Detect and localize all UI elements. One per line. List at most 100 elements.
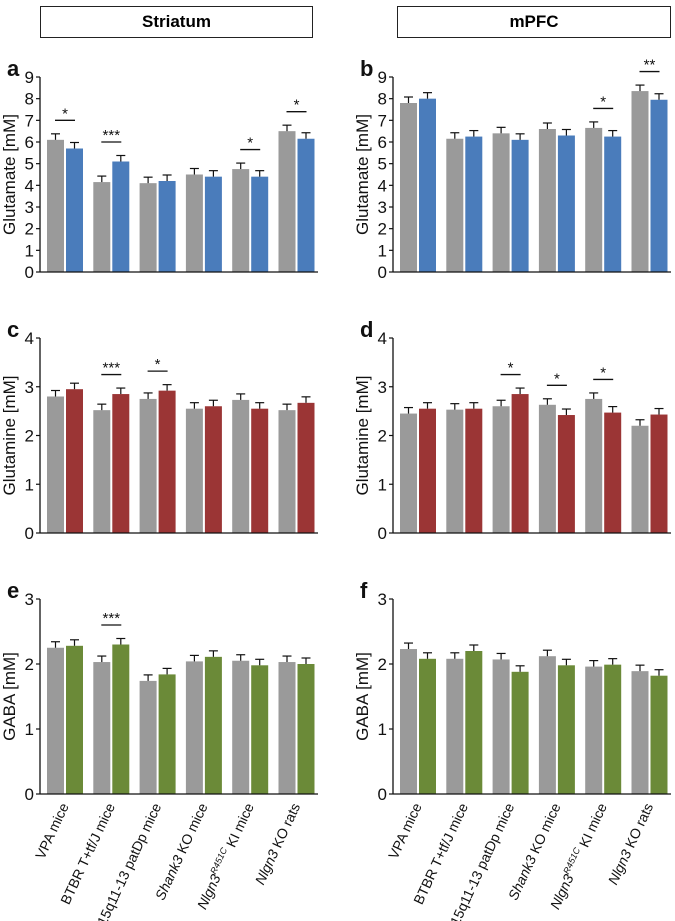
bar-model (297, 402, 315, 533)
category-label-text: KO rats (267, 801, 303, 854)
bar-model (204, 406, 222, 533)
bar-model (557, 135, 575, 272)
category-label-text: KI mice (221, 800, 257, 853)
bar-model (511, 139, 529, 272)
bar-control (47, 139, 64, 272)
bar-model (158, 390, 176, 533)
bar-control (400, 103, 417, 272)
bar-control (538, 404, 556, 533)
category-label: VPA mice (385, 800, 425, 861)
y-axis-label: GABA [mM] (0, 652, 19, 741)
y-tick-label: 8 (25, 90, 34, 109)
significance-stars: *** (103, 610, 121, 627)
bar-control (631, 671, 649, 794)
bar-control (232, 169, 250, 272)
bar-model (557, 665, 575, 794)
y-tick-label: 3 (25, 198, 34, 217)
y-tick-label: 8 (378, 90, 387, 109)
category-label-text: VPA mice (32, 800, 72, 861)
y-tick-label: 2 (378, 220, 387, 239)
bar-model (251, 665, 269, 794)
category-label: VPA mice (32, 800, 72, 861)
category-label: Nlgn3 KO rats (605, 801, 657, 887)
significance-stars: * (600, 364, 606, 381)
bar-control (139, 398, 157, 533)
y-tick-label: 2 (378, 427, 387, 446)
bar-model (604, 412, 622, 533)
bar-model (511, 394, 529, 533)
y-tick-label: 1 (25, 720, 34, 739)
y-tick-label: 3 (25, 378, 34, 397)
panel-letter: a (7, 56, 20, 81)
y-tick-label: 9 (25, 68, 34, 87)
category-label-text: KO mice (172, 800, 211, 859)
bar-model (419, 98, 436, 273)
bar-control (446, 138, 464, 272)
y-tick-label: 3 (378, 590, 387, 609)
y-tick-label: 5 (378, 155, 387, 174)
panel-letter: e (7, 578, 19, 603)
y-tick-label: 1 (25, 475, 34, 494)
bar-model (66, 645, 83, 794)
bar-control (585, 127, 603, 273)
significance-stars: ** (644, 57, 656, 74)
y-tick-label: 7 (25, 111, 34, 130)
bar-model (650, 414, 668, 533)
bar-model (557, 415, 575, 533)
bar-control (232, 660, 250, 794)
category-label-text: KI mice (574, 800, 610, 853)
y-tick-label: 0 (378, 785, 387, 804)
panel-letter: d (360, 317, 373, 342)
bar-control (631, 91, 649, 272)
category-label: Nlgn3 KO rats (252, 801, 304, 887)
y-tick-label: 0 (378, 263, 387, 282)
y-tick-label: 4 (25, 329, 34, 348)
bar-model (112, 644, 130, 794)
bar-model (204, 176, 222, 272)
bar-model (112, 394, 130, 533)
bar-control (185, 661, 203, 794)
y-axis-label: GABA [mM] (353, 652, 372, 741)
bar-model (650, 675, 668, 794)
y-axis-label: Glutamate [mM] (353, 114, 372, 235)
significance-stars: *** (103, 127, 121, 144)
panel-letter: c (7, 317, 19, 342)
significance-stars: * (508, 360, 514, 377)
y-tick-label: 1 (378, 475, 387, 494)
y-tick-label: 3 (378, 198, 387, 217)
bar-model (465, 408, 483, 533)
significance-stars: * (62, 105, 68, 122)
category-label-text: VPA mice (385, 800, 425, 861)
y-tick-label: 4 (378, 176, 387, 195)
bar-control (585, 666, 603, 794)
bar-model (419, 658, 436, 794)
y-axis-label: Glutamine [mM] (353, 376, 372, 496)
bar-control (139, 680, 157, 794)
y-tick-label: 4 (25, 176, 34, 195)
category-label-text: KO mice (525, 800, 564, 859)
bar-control (278, 131, 296, 272)
y-tick-label: 2 (25, 220, 34, 239)
y-axis-label: Glutamine [mM] (0, 376, 19, 496)
bar-model (158, 181, 176, 272)
bar-model (465, 136, 483, 272)
panel-letter: f (360, 578, 368, 603)
y-tick-label: 7 (378, 111, 387, 130)
significance-stars: * (600, 93, 606, 110)
category-label-italic: Shank3 (152, 852, 187, 902)
bar-control (93, 410, 111, 533)
bar-control (47, 647, 64, 794)
bar-control (278, 662, 296, 794)
bar-control (446, 409, 464, 533)
significance-stars: * (155, 356, 161, 373)
significance-stars: * (294, 97, 300, 114)
bar-model (112, 161, 130, 272)
bar-model (511, 671, 529, 794)
bar-control (400, 413, 417, 533)
category-label-italic: Nlgn3 (194, 872, 224, 912)
category-label-superscript: R451C (208, 845, 229, 875)
bar-model (465, 651, 483, 794)
bar-model (419, 408, 436, 533)
